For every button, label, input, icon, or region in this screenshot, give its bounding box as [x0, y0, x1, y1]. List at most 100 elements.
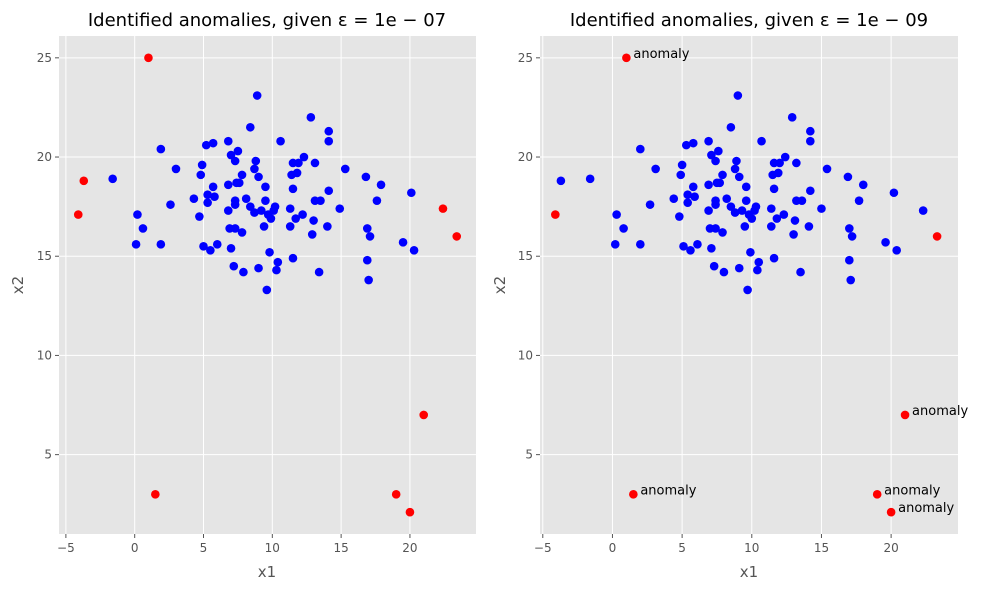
data-point	[704, 180, 713, 190]
tick-labels: −5 0 5 10 15 20 5 10 15 20 25	[518, 51, 899, 555]
data-point	[340, 164, 350, 174]
data-point	[229, 261, 239, 271]
data-point	[551, 210, 560, 219]
data-point	[409, 245, 419, 255]
data-point	[298, 210, 307, 219]
data-point	[806, 136, 815, 146]
data-point	[766, 222, 776, 231]
data-point	[732, 156, 741, 166]
data-point	[775, 158, 784, 168]
x-tick-label: 10	[744, 541, 759, 555]
data-point	[166, 200, 175, 209]
data-point	[171, 164, 181, 174]
data-point	[796, 267, 805, 277]
x-tick-label: 15	[814, 541, 829, 555]
data-point	[223, 180, 233, 190]
data-point	[629, 490, 638, 499]
data-point	[718, 170, 727, 180]
data-point	[131, 240, 141, 249]
data-point	[932, 232, 942, 241]
data-point	[261, 196, 270, 205]
data-point	[790, 216, 800, 225]
data-point	[726, 202, 736, 211]
data-point	[364, 275, 373, 285]
data-point	[307, 230, 317, 239]
data-point	[196, 170, 206, 180]
data-point	[622, 53, 631, 63]
data-point	[734, 172, 744, 182]
data-point	[711, 224, 720, 233]
y-tick-label: 15	[518, 249, 533, 263]
data-point	[230, 224, 240, 233]
data-point	[886, 507, 896, 517]
data-point	[892, 245, 901, 255]
data-point	[806, 186, 815, 196]
data-point	[719, 267, 729, 277]
data-point	[405, 507, 415, 517]
data-point	[734, 263, 744, 273]
data-point	[197, 160, 207, 170]
y-axis-label: x2	[9, 276, 27, 294]
data-point	[693, 240, 702, 249]
data-point	[233, 146, 243, 156]
data-point	[686, 245, 695, 255]
data-point	[226, 243, 236, 253]
grid-lines	[59, 36, 476, 534]
data-point	[391, 490, 401, 499]
data-point	[789, 230, 798, 239]
y-axis-label: x2	[491, 276, 509, 294]
annotation-label: anomaly	[640, 483, 696, 498]
data-point	[741, 182, 751, 192]
data-point	[612, 210, 621, 219]
data-point	[709, 261, 719, 271]
plot-area	[59, 36, 476, 534]
data-point	[675, 212, 684, 221]
data-point	[257, 206, 266, 215]
data-point	[208, 182, 218, 192]
data-point	[585, 174, 595, 184]
data-point	[324, 126, 334, 136]
data-point	[889, 188, 899, 198]
data-point	[726, 122, 736, 132]
y-tick-label: 10	[37, 348, 52, 362]
data-point	[707, 243, 716, 253]
data-point	[151, 490, 160, 499]
annotation-label: anomaly	[912, 404, 968, 419]
data-point	[822, 164, 832, 174]
data-point	[751, 202, 761, 211]
data-point	[314, 267, 324, 277]
data-point	[234, 178, 244, 188]
data-point	[843, 172, 853, 182]
x-tick-label: −5	[57, 541, 75, 555]
data-point	[677, 160, 687, 170]
data-point	[210, 192, 219, 202]
data-point	[306, 113, 316, 122]
data-point	[806, 126, 815, 136]
data-point	[199, 242, 208, 251]
data-point	[881, 238, 890, 247]
data-point	[273, 257, 283, 267]
data-point	[715, 178, 725, 188]
data-point	[362, 255, 372, 265]
data-point	[372, 196, 382, 205]
x-axis-label: x1	[258, 563, 276, 581]
data-point	[251, 156, 261, 166]
data-point	[252, 91, 262, 100]
data-point	[208, 138, 218, 148]
data-point	[787, 113, 797, 122]
data-point	[854, 196, 864, 205]
data-point	[743, 285, 752, 295]
y-tick-label: 20	[518, 150, 533, 164]
data-point	[138, 224, 148, 233]
x-axis-label: x1	[740, 563, 758, 581]
data-point	[754, 257, 764, 267]
data-point	[452, 232, 462, 241]
data-point	[846, 275, 856, 285]
data-point	[711, 156, 720, 166]
data-point	[769, 253, 779, 263]
data-point	[797, 196, 807, 205]
annotation-label: anomaly	[884, 483, 940, 498]
data-point	[669, 194, 679, 203]
data-point	[688, 182, 698, 192]
data-point	[361, 172, 371, 182]
